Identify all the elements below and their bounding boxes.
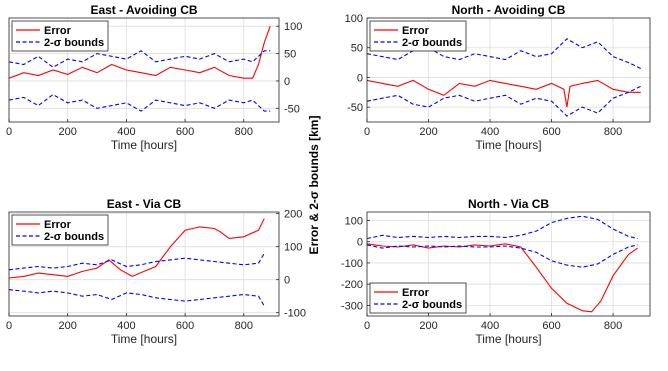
x-tick-label: 0 (6, 126, 12, 138)
x-tick-label: 800 (235, 320, 253, 332)
legend-label: 2-σ bounds (44, 37, 104, 49)
y-tick-label: 100 (345, 13, 363, 25)
axes-frame (8, 17, 280, 123)
x-tick-label: 0 (6, 320, 12, 332)
x-tick-label: 400 (481, 320, 499, 332)
bounds-line (367, 244, 638, 268)
x-tick-label: 200 (419, 126, 437, 138)
x-tick-label: 400 (481, 126, 499, 138)
chart-panel: 0 200 400 600 800 -50 0 50 100 East - Avoiding CB… (6, 3, 302, 152)
y-tick-label: -100 (341, 258, 363, 270)
bounds-line (9, 93, 271, 112)
x-tick-label: 400 (117, 320, 135, 332)
y-tick-label: 0 (284, 275, 290, 287)
bounds-line (9, 50, 271, 68)
y-tick-label: -50 (347, 102, 363, 114)
bounds-line (367, 215, 638, 240)
legend-box (369, 20, 467, 52)
x-tick-label: 800 (235, 126, 253, 138)
x-axis-label: Time [hours] (111, 138, 177, 152)
legend-label: Error (44, 25, 72, 37)
x-tick-label: 600 (176, 126, 194, 138)
y-tick-label: -300 (341, 300, 363, 312)
y-tick-label: 0 (357, 72, 363, 84)
y-tick-label: -50 (284, 103, 300, 115)
legend-label: 2-σ bounds (402, 299, 462, 311)
error-line (9, 26, 271, 79)
x-tick-label: 600 (542, 320, 560, 332)
bounds-line (367, 85, 642, 117)
bounds-line (9, 289, 265, 307)
error-line (367, 243, 639, 313)
y-tick-label: 100 (284, 21, 302, 33)
x-tick-label: 0 (364, 126, 370, 138)
x-tick-label: 0 (364, 320, 370, 332)
y-tick-label: 50 (351, 43, 363, 55)
chart-panel: 0 200 400 600 800 -300 -200 -100 0 100 North - Via… (341, 197, 651, 346)
y-tick-label: 0 (357, 237, 363, 249)
legend-label: Error (402, 287, 430, 299)
y-tick-label: 50 (284, 49, 296, 61)
x-tick-label: 400 (117, 126, 135, 138)
x-tick-label: 200 (419, 320, 437, 332)
x-tick-label: 600 (176, 320, 194, 332)
x-axis-label: Time [hours] (475, 138, 541, 152)
y-tick-label: -200 (341, 279, 363, 291)
legend-label: 2-σ bounds (402, 37, 462, 49)
legend-box (369, 282, 467, 314)
x-tick-label: 200 (59, 320, 77, 332)
chart-title: North - Avoiding CB (452, 3, 566, 17)
legend-label: Error (402, 25, 430, 37)
x-tick-label: 800 (604, 320, 622, 332)
legend-box (11, 214, 109, 246)
y-tick-label: 200 (284, 209, 302, 221)
x-axis-label: Time [hours] (475, 332, 541, 346)
error-line (9, 218, 265, 279)
legend-box (11, 20, 109, 52)
y-tick-label: 100 (345, 215, 363, 227)
axes-frame (8, 211, 280, 317)
x-tick-label: 600 (542, 126, 560, 138)
x-tick-label: 800 (604, 126, 622, 138)
y-tick-label: -100 (284, 308, 306, 320)
bounds-line (9, 253, 265, 271)
shared-y-axis-label: Error & 2-σ bounds [km] (307, 116, 321, 255)
legend-label: 2-σ bounds (44, 231, 104, 243)
chart-title: North - Via CB (468, 197, 549, 211)
chart-title: East - Via CB (107, 197, 182, 211)
x-tick-label: 200 (59, 126, 77, 138)
chart-panel: 0 200 400 600 800 -100 0 100 200 East - Via CB Tim… (6, 197, 306, 346)
y-tick-label: 0 (284, 76, 290, 88)
axes-frame (366, 211, 651, 317)
axes-frame (366, 17, 651, 123)
y-tick-label: 100 (284, 242, 302, 254)
error-line (367, 79, 641, 108)
x-axis-label: Time [hours] (111, 332, 177, 346)
chart-title: East - Avoiding CB (90, 3, 197, 17)
legend-label: Error (44, 219, 72, 231)
